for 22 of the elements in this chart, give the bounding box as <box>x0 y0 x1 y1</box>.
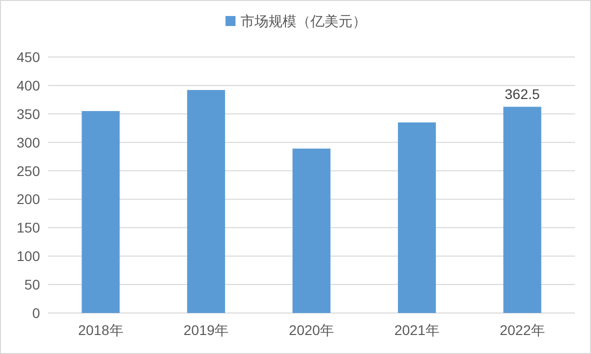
y-tick-label: 400 <box>16 77 40 94</box>
y-tick-label: 0 <box>32 305 40 321</box>
bar <box>503 106 542 313</box>
x-tick-label: 2020年 <box>288 322 334 338</box>
x-tick-label: 2022年 <box>500 322 545 338</box>
y-tick-label: 100 <box>16 248 40 264</box>
x-tick-label: 2019年 <box>184 322 229 338</box>
x-tick-label: 2021年 <box>394 322 440 338</box>
bar <box>398 122 436 313</box>
y-tick-label: 50 <box>24 276 40 293</box>
bar <box>292 148 330 313</box>
legend-label: 市场规模（亿美元） <box>240 13 366 29</box>
y-tick-label: 200 <box>16 191 40 208</box>
bar <box>82 111 120 313</box>
y-tick-label: 350 <box>16 106 40 122</box>
data-label: 362.5 <box>504 86 540 102</box>
y-tick-label: 300 <box>16 134 40 150</box>
y-tick-label: 150 <box>16 220 40 236</box>
bar <box>187 90 226 313</box>
y-tick-label: 250 <box>16 162 40 179</box>
x-tick-label: 2018年 <box>78 322 124 338</box>
y-tick-label: 450 <box>16 49 40 65</box>
